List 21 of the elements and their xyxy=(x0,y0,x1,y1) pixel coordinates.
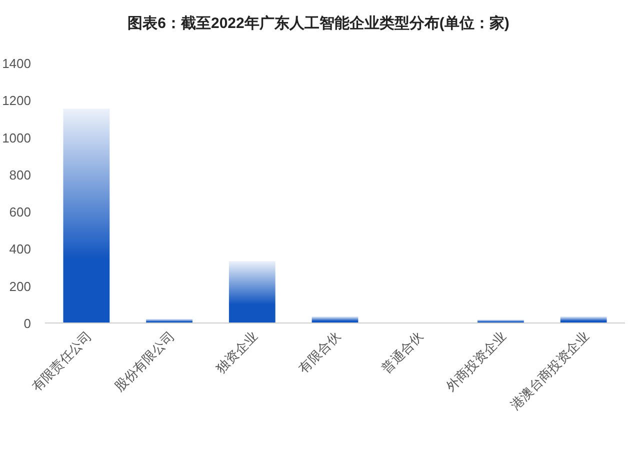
x-tick-label: 港澳台商投资企业 xyxy=(508,328,592,413)
y-tick-label: 1200 xyxy=(2,93,31,108)
bar xyxy=(228,261,276,323)
y-tick-label: 1000 xyxy=(2,130,31,146)
chart-title: 图表6：截至2022年广东人工智能企业类型分布(单位：家) xyxy=(128,14,510,32)
bar xyxy=(478,320,524,323)
x-tick-label: 有限责任公司 xyxy=(28,328,95,394)
y-tick-label: 1400 xyxy=(2,56,31,71)
y-tick-label: 200 xyxy=(9,278,31,294)
y-tick-label: 800 xyxy=(9,167,31,182)
y-tick-label: 0 xyxy=(24,316,31,331)
bar xyxy=(312,316,358,323)
x-tick-label: 股份有限公司 xyxy=(112,328,178,394)
y-tick-label: 600 xyxy=(9,204,31,220)
x-tick-label: 普通合伙 xyxy=(378,328,426,376)
x-tick-label: 独资企业 xyxy=(212,328,260,376)
bar xyxy=(63,108,110,323)
bar xyxy=(560,316,607,323)
x-tick-label: 有限合伙 xyxy=(296,328,344,376)
x-tick-label: 外商投资企业 xyxy=(443,328,509,394)
y-tick-label: 400 xyxy=(9,242,31,257)
